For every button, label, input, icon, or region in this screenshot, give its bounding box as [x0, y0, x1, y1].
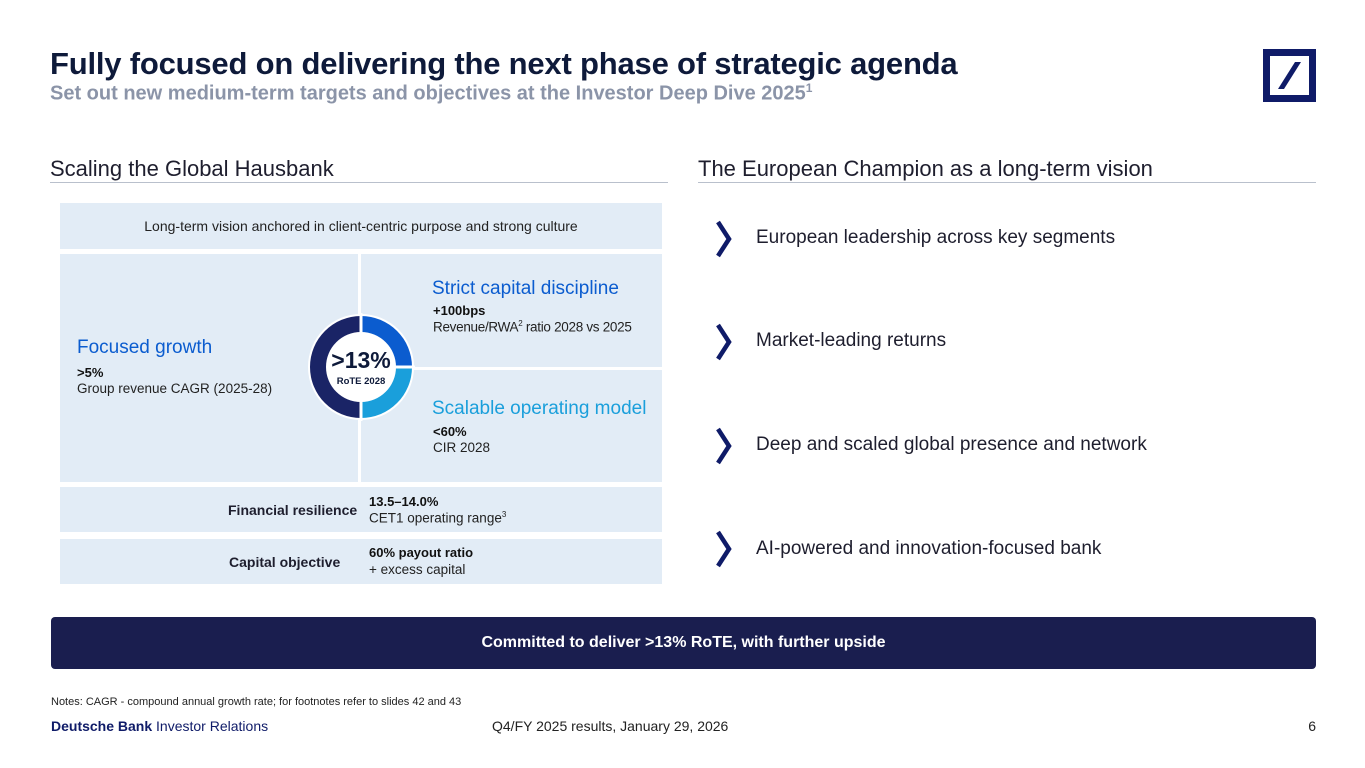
- commitment-banner: Committed to deliver >13% RoTE, with fur…: [51, 617, 1316, 669]
- donut-segment-focused-growth: [310, 316, 361, 418]
- page-number: 6: [1308, 718, 1316, 734]
- focused-growth-desc: Group revenue CAGR (2025-28): [77, 381, 273, 396]
- footnotes: Notes: CAGR - compound annual growth rat…: [51, 696, 462, 708]
- capital-discipline-desc-post: ratio 2028 vs 2025: [522, 319, 632, 335]
- chevron-right-icon: [714, 220, 734, 263]
- capital-objective-desc: + excess capital: [369, 562, 466, 577]
- capital-discipline-desc: Revenue/RWA2 ratio 2028 vs 2025: [433, 319, 632, 335]
- list-item: European leadership across key segments: [756, 227, 1116, 248]
- chevron-right-icon: [714, 427, 734, 470]
- footer-brand-suffix: Investor Relations: [156, 718, 269, 734]
- left-section-divider: [50, 182, 668, 183]
- financial-resilience-box: [60, 487, 662, 532]
- financial-resilience-label: Financial resilience: [228, 502, 358, 518]
- footer-date: Q4/FY 2025 results, January 29, 2026: [492, 718, 729, 734]
- financial-resilience-kpi: 13.5–14.0%: [369, 494, 439, 509]
- capital-objective-box: [60, 539, 662, 584]
- focused-growth-kpi: >5%: [77, 365, 104, 380]
- right-section-heading: The European Champion as a long-term vis…: [698, 156, 1153, 181]
- list-item: Deep and scaled global presence and netw…: [756, 434, 1147, 455]
- focused-growth-title: Focused growth: [77, 337, 213, 358]
- rote-donut: >13% RoTE 2028: [308, 313, 415, 421]
- capital-objective-label: Capital objective: [229, 554, 341, 570]
- donut-segment-operating-model: [361, 367, 412, 418]
- left-section-heading: Scaling the Global Hausbank: [50, 156, 334, 181]
- capital-discipline-box: [361, 254, 662, 367]
- operating-model-box: [361, 370, 662, 482]
- capital-discipline-desc-pre: Revenue/RWA: [433, 319, 519, 335]
- rote-value: >13%: [331, 347, 390, 373]
- list-item: Market-leading returns: [756, 330, 947, 351]
- financial-resilience-footnote: 3: [501, 510, 507, 519]
- list-item: AI-powered and innovation-focused bank: [756, 538, 1102, 559]
- donut-segment-capital-discipline: [361, 316, 412, 367]
- page-subtitle: Set out new medium-term targets and obje…: [50, 81, 812, 106]
- operating-model-desc: CIR 2028: [433, 440, 491, 455]
- vision-box: Long-term vision anchored in client-cent…: [60, 203, 662, 249]
- footer-brand: Deutsche Bank Investor Relations: [51, 718, 268, 734]
- page-title: Fully focused on delivering the next pha…: [50, 46, 958, 81]
- operating-model-title: Scalable operating model: [432, 398, 647, 419]
- operating-model-kpi: <60%: [433, 424, 467, 439]
- subtitle-footnote: 1: [805, 81, 813, 95]
- chevron-right-icon: [714, 530, 734, 573]
- capital-discipline-footnote: 2: [518, 319, 523, 328]
- capital-objective-kpi: 60% payout ratio: [369, 545, 474, 560]
- financial-resilience-desc: CET1 operating range3: [369, 510, 506, 526]
- capital-discipline-title: Strict capital discipline: [432, 278, 619, 299]
- capital-discipline-kpi: +100bps: [433, 303, 486, 318]
- deutsche-bank-logo-icon: [1263, 49, 1316, 102]
- chevron-right-icon: [714, 323, 734, 366]
- right-section-divider: [698, 182, 1316, 183]
- subtitle-text: Set out new medium-term targets and obje…: [50, 82, 806, 105]
- footer-brand-name: Deutsche Bank: [51, 718, 153, 734]
- rote-label: RoTE 2028: [337, 376, 386, 387]
- financial-resilience-desc-text: CET1 operating range: [369, 510, 502, 526]
